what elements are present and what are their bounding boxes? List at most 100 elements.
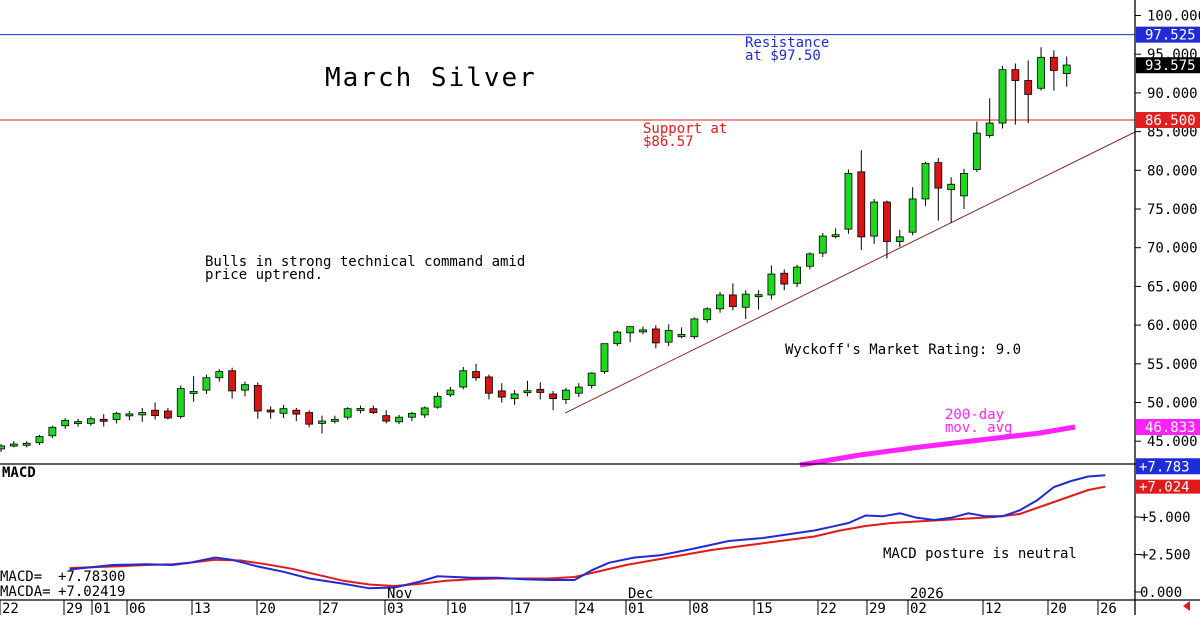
candle	[613, 330, 622, 346]
candle	[446, 387, 455, 398]
candle-body-up	[1062, 64, 1071, 74]
x-tick-label: 06	[129, 601, 146, 615]
x-month-label: Dec	[628, 586, 653, 602]
macd-readout-value: +7.78300	[58, 569, 125, 585]
candle	[895, 229, 904, 247]
candle-body-up	[626, 326, 635, 334]
candle-body-up	[664, 330, 673, 343]
candle-body-up	[921, 162, 930, 200]
x-month-label: Nov	[387, 586, 412, 602]
candle	[985, 98, 994, 138]
candle-body-up	[9, 443, 18, 447]
candle-body-down	[728, 294, 737, 307]
candle	[48, 425, 57, 439]
candle-body-down	[651, 328, 660, 344]
candle	[741, 290, 750, 319]
ma-level-label: 46.833	[1145, 420, 1196, 436]
candle	[587, 372, 596, 389]
macda-end-label: +7.024	[1139, 480, 1190, 496]
candle-body-down	[305, 412, 314, 425]
macd-panel: MACD MACD= +7.78300 MACDA= +7.02419 MACD post…	[0, 465, 1106, 600]
candle	[228, 367, 237, 399]
x-tick-label: 12	[985, 601, 1002, 615]
candle	[164, 407, 172, 420]
candle	[639, 326, 647, 335]
candle-body-down	[99, 418, 108, 422]
candle	[356, 405, 365, 414]
candle-body-down	[472, 371, 480, 379]
candle-body-up	[639, 329, 647, 333]
candle-body-up	[677, 333, 686, 338]
candle-body-up	[562, 389, 570, 400]
candle	[690, 317, 699, 340]
ma-annotation-line: mov. avg	[945, 420, 1012, 436]
candle-body-up	[985, 122, 994, 136]
candle-body-up	[806, 253, 814, 267]
x-tick-label: 01	[628, 601, 645, 615]
candle-body-up	[510, 393, 519, 400]
candle-body-down	[857, 171, 866, 238]
candle-body-down	[266, 409, 275, 413]
macd-line	[69, 474, 1106, 590]
candle-body-up	[613, 331, 622, 345]
candle	[138, 407, 147, 422]
ma-annotation: 200-day mov. avg	[945, 407, 1012, 436]
candle-body-down	[382, 415, 391, 422]
macda-readout-label: MACDA=	[0, 584, 51, 600]
candle-body-down	[1024, 80, 1033, 95]
candle-body-up	[574, 386, 583, 394]
candle-body-up	[395, 416, 403, 423]
candle-body-up	[895, 236, 904, 242]
resistance-annotation-line: at $97.50	[745, 48, 821, 64]
candle-body-up	[960, 172, 968, 197]
candle	[99, 414, 108, 427]
candle-body-up	[407, 412, 416, 418]
x-tick-label: 29	[869, 601, 886, 615]
price-panel: March Silver Resistance at $97.50 Support a…	[0, 34, 1136, 468]
candle	[318, 415, 326, 434]
candle	[35, 435, 44, 446]
candle-body-up	[741, 293, 750, 308]
candle	[947, 177, 956, 223]
candle	[369, 405, 378, 415]
x-tick-label: 22	[2, 601, 19, 615]
candle-body-down	[164, 410, 172, 419]
candle-body-down	[934, 162, 943, 189]
candle	[305, 410, 314, 428]
candle-body-down	[883, 201, 891, 242]
candle	[664, 324, 673, 346]
candle-body-up	[343, 408, 352, 418]
x-tick-label: 17	[514, 601, 531, 615]
price-y-tick-label: 60.000	[1147, 318, 1198, 334]
x-tick-label: 27	[322, 601, 339, 615]
candle-body-up	[998, 69, 1007, 124]
candle-body-down	[497, 390, 506, 398]
x-tick-label: 01	[94, 601, 111, 615]
candle	[241, 381, 249, 397]
moving-average-200-line	[799, 424, 1076, 468]
candle	[1024, 60, 1033, 124]
candle	[497, 383, 506, 403]
x-tick-label: 15	[756, 601, 773, 615]
candle-body-up	[1037, 56, 1045, 89]
last-level-box	[1136, 57, 1200, 74]
x-tick-label: 03	[387, 601, 404, 615]
candle-body-up	[831, 234, 840, 238]
price-y-tick-label: 90.000	[1147, 86, 1198, 102]
price-y-tick-label: 70.000	[1147, 241, 1198, 257]
candle-body-up	[35, 436, 44, 444]
candle	[407, 411, 416, 422]
price-y-tick-label: 75.000	[1147, 202, 1198, 218]
x-tick-label: 26	[1100, 601, 1117, 615]
x-tick-label: 10	[450, 601, 467, 615]
candle	[215, 369, 224, 382]
candle-body-up	[74, 421, 82, 425]
candle-body-up	[844, 172, 853, 230]
candle	[908, 187, 917, 236]
candle	[536, 382, 545, 400]
price-y-tick-label: 80.000	[1147, 163, 1198, 179]
candle	[253, 382, 262, 419]
